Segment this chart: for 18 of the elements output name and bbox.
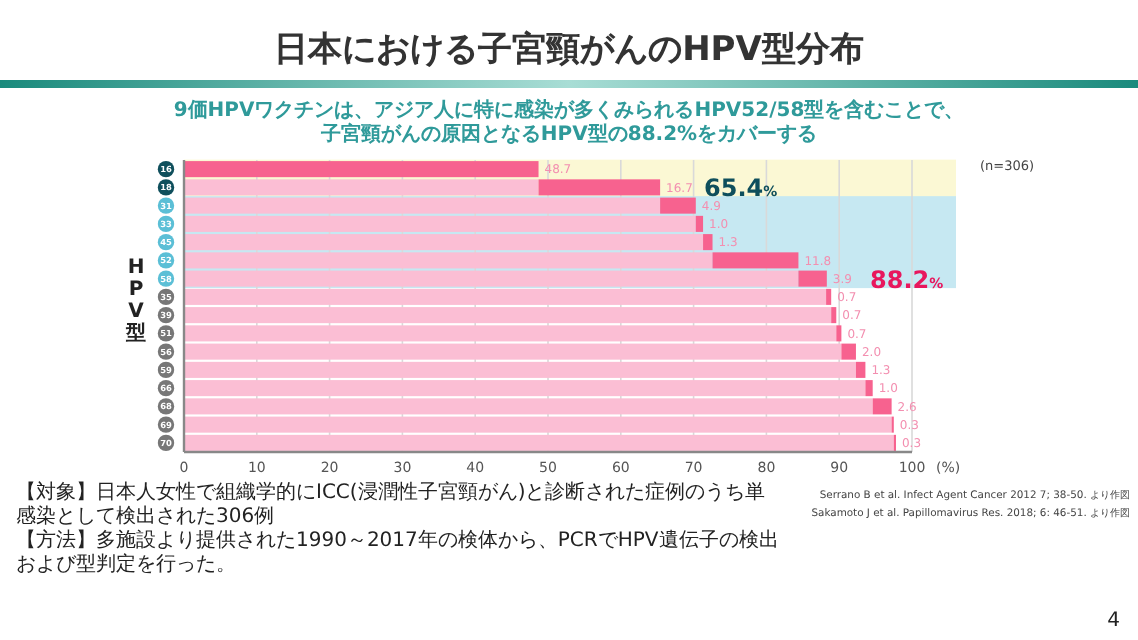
bar: [836, 325, 842, 342]
bar: [695, 215, 704, 232]
text: 4: [1107, 610, 1120, 632]
bar: [660, 197, 696, 214]
bar: [872, 398, 892, 415]
bar: [184, 161, 539, 178]
bar: [855, 361, 866, 378]
bar: [703, 234, 713, 251]
text: 【対象】日本人女性で組織学的にICC(浸潤性子宮頸がん)と診断された症例のうち単感染として検出された306例: [16, 480, 766, 528]
bar: [538, 179, 661, 196]
chart-subtitle: 9価HPVワクチンは、アジア人に特に感染が多くみられるHPV52/58型を含むことで、子宮頸がんの原因となるHPV型の88.2%をカバーする: [173, 98, 965, 146]
y-axis-title: HPV型: [124, 257, 146, 345]
bar: [865, 380, 873, 397]
bar: [712, 252, 799, 269]
text: 【方法】多施設より提供された1990～2017年の検体から、PCRでHPV遺伝子の検出および型判定を行った。: [16, 528, 779, 576]
bar: [831, 307, 837, 324]
bar: [841, 343, 856, 360]
chart-title: 日本における子宮頸がんのHPV型分布: [274, 30, 864, 70]
